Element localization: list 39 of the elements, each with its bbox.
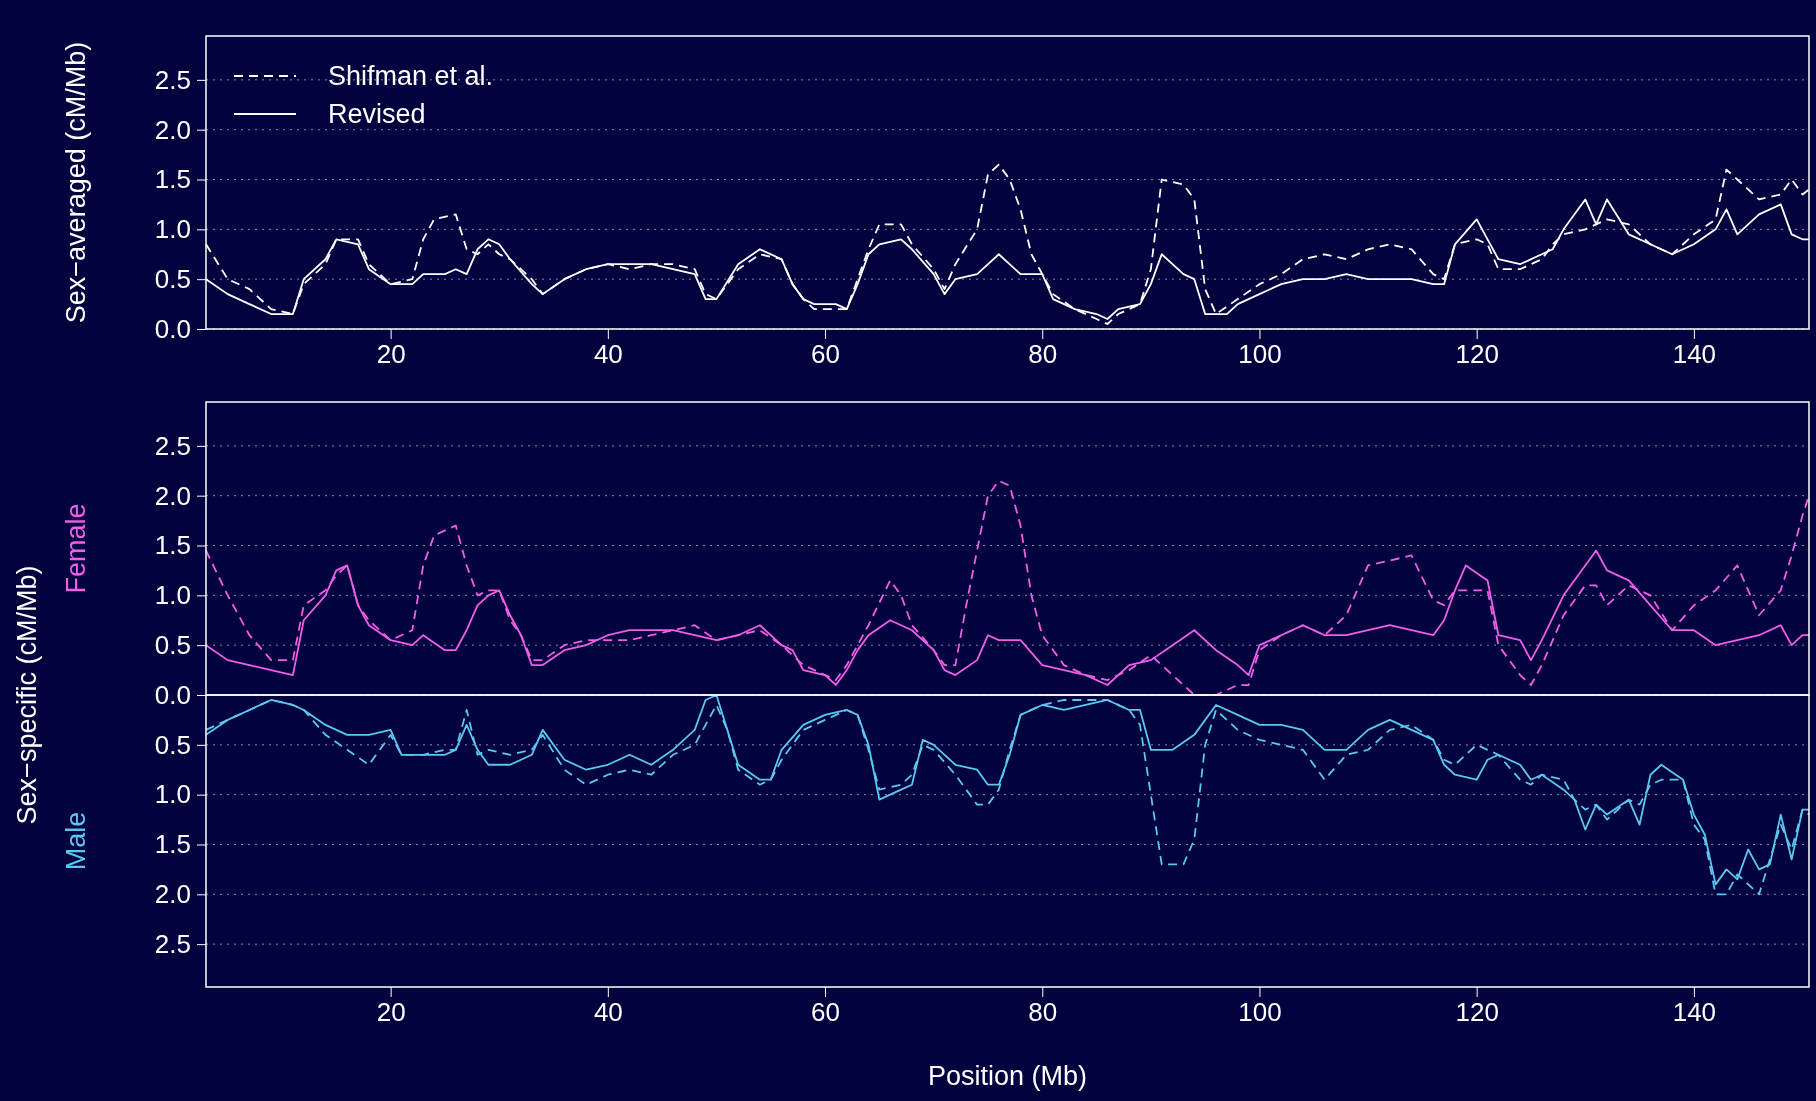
x-tick-label: 20 (376, 339, 406, 370)
legend-label: Shifman et al. (328, 61, 494, 91)
y-tick-label: 2.5 (154, 430, 191, 461)
line-series (205, 479, 1810, 696)
x-tick-label: 80 (1028, 339, 1058, 370)
y-axis-title: Female (61, 503, 91, 594)
x-tick-label: 60 (811, 997, 841, 1028)
y-tick-label: 1.0 (154, 779, 191, 810)
y-tick-label: 1.5 (154, 530, 191, 561)
x-tick-label: 20 (376, 997, 406, 1028)
y-tick-label: 2.5 (154, 928, 191, 959)
x-tick-label: 40 (593, 997, 623, 1028)
x-tick-label: 120 (1455, 339, 1499, 370)
x-tick-label: 60 (811, 339, 841, 370)
y-tick-label: 2.0 (154, 114, 191, 145)
y-axis-title: Sex−averaged (cM/Mb) (61, 41, 91, 324)
text: Sex−specific (cM/Mb) (12, 565, 42, 825)
legend-label: Revised (328, 99, 426, 129)
y-axis-title: Male (61, 811, 91, 871)
y-tick-label: 1.0 (154, 214, 191, 245)
x-tick-label: 100 (1238, 997, 1282, 1028)
y-tick-label: 2.0 (154, 480, 191, 511)
y-tick-label: 1.5 (154, 829, 191, 860)
y-tick-label: 0.0 (154, 313, 191, 344)
y-tick-label: 0.5 (154, 729, 191, 760)
y-tick-label: 2.0 (154, 879, 191, 910)
y-tick-label: 2.5 (154, 64, 191, 95)
y-tick-label: 0.5 (154, 629, 191, 660)
x-tick-label: 140 (1672, 339, 1717, 370)
y-tick-label: 1.5 (154, 164, 191, 195)
x-tick-label: 120 (1455, 997, 1499, 1028)
x-tick-label: 40 (593, 339, 623, 370)
x-tick-label: 80 (1028, 997, 1058, 1028)
y-tick-label: 0.0 (154, 679, 191, 710)
y-tick-label: 0.5 (154, 263, 191, 294)
x-tick-label: 140 (1672, 997, 1717, 1028)
y-tick-label: 1.0 (154, 580, 191, 611)
x-tick-label: 100 (1238, 339, 1282, 370)
x-axis-title: Position (Mb) (927, 1061, 1088, 1091)
